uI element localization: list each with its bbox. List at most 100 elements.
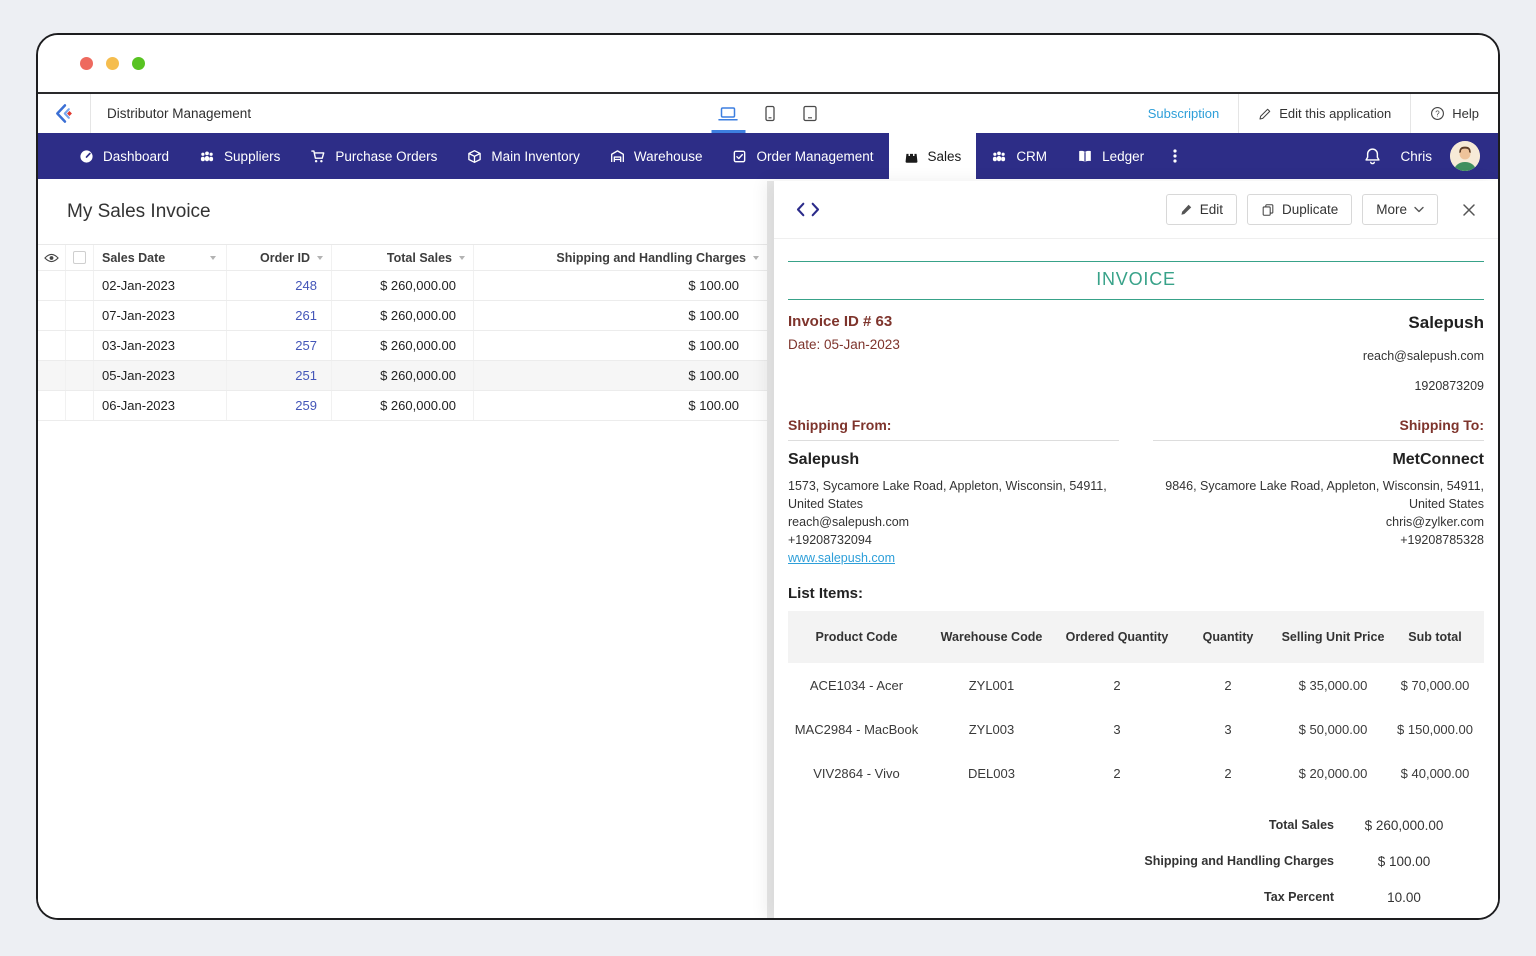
device-preview-switcher: [716, 94, 821, 133]
nav-item-ledger[interactable]: Ledger: [1062, 133, 1159, 179]
shipping-charges-cell: $ 100.00: [688, 308, 739, 323]
subscription-link[interactable]: Subscription: [1129, 94, 1239, 133]
order-id-link[interactable]: 251: [227, 361, 332, 390]
laptop-preview-button[interactable]: [716, 94, 741, 133]
column-header-shipping-charges[interactable]: Shipping and Handling Charges: [474, 245, 767, 270]
nav-item-crm[interactable]: CRM: [976, 133, 1062, 179]
line-items-header: Product Code Warehouse Code Ordered Quan…: [788, 611, 1484, 663]
help-icon: ?: [1431, 107, 1445, 120]
sub-total: $ 70,000.00: [1400, 677, 1470, 693]
window-zoom-button[interactable]: [132, 57, 145, 70]
row-checkbox-cell: [66, 391, 94, 420]
column-header-sales-date[interactable]: Sales Date: [94, 245, 227, 270]
page-title: My Sales Invoice: [67, 201, 211, 222]
nav-label: Dashboard: [103, 148, 170, 164]
shipping-charges-cell: $ 100.00: [688, 278, 739, 293]
total-value: $ 260,000.00: [1364, 817, 1444, 833]
order-id-link[interactable]: 257: [227, 331, 332, 360]
table-row-selected[interactable]: 05-Jan-2023 251 $ 260,000.00 $ 100.00: [38, 361, 767, 391]
table-row[interactable]: 02-Jan-2023 248 $ 260,000.00 $ 100.00: [38, 271, 767, 301]
invoice-table: Sales Date Order ID Total Sales Shipping…: [38, 244, 767, 421]
order-id-value: 248: [295, 278, 317, 293]
panel-divider: [767, 181, 774, 918]
table-row[interactable]: 07-Jan-2023 261 $ 260,000.00 $ 100.00: [38, 301, 767, 331]
invoice-id-block: Invoice ID # 63 Date: 05-Jan-2023: [788, 313, 900, 393]
chevron-right-icon[interactable]: [811, 202, 820, 217]
sales-invoice-report: My Sales Invoice Sales Date: [38, 181, 767, 918]
user-avatar[interactable]: [1450, 141, 1480, 171]
user-name[interactable]: Chris: [1400, 148, 1432, 164]
total-sales-cell: $ 260,000.00: [332, 361, 474, 390]
order-id-link[interactable]: 259: [227, 391, 332, 420]
notifications-button[interactable]: [1363, 147, 1382, 166]
nav-item-purchase-orders[interactable]: Purchase Orders: [295, 133, 452, 179]
item-column-selling-unit-price: Selling Unit Price: [1281, 630, 1385, 644]
warehouse-code: ZYL003: [968, 721, 1015, 737]
shipping-to-email: chris@zylker.com: [1385, 515, 1484, 529]
item-column-warehouse-code: Warehouse Code: [940, 630, 1043, 644]
row-gutter: [38, 361, 66, 390]
window-close-button[interactable]: [80, 57, 93, 70]
nav-item-main-inventory[interactable]: Main Inventory: [452, 133, 595, 179]
shipping-charges-cell: $ 100.00: [688, 368, 739, 383]
checkbox: [73, 251, 86, 264]
order-id-value: 257: [295, 338, 317, 353]
avatar-image: [1450, 141, 1480, 171]
total-label: Tax Percent: [1264, 890, 1334, 904]
nav-item-suppliers[interactable]: Suppliers: [184, 133, 295, 179]
company-name: Salepush: [1408, 313, 1484, 332]
show-hide-columns-button[interactable]: [38, 245, 66, 270]
column-header-order-id[interactable]: Order ID: [227, 245, 332, 270]
duplicate-button[interactable]: Duplicate: [1246, 194, 1353, 225]
item-column-ordered-quantity: Ordered Quantity: [1065, 630, 1169, 644]
select-all-checkbox[interactable]: [66, 245, 94, 270]
total-sales-cell: $ 260,000.00: [332, 301, 474, 330]
chevron-left-icon[interactable]: [796, 202, 805, 217]
order-id-value: 259: [295, 398, 317, 413]
invoice-id: Invoice ID # 63: [788, 313, 893, 330]
more-button[interactable]: More: [1362, 194, 1438, 225]
total-row-tax-amount: Tax Amount $ 26,000.00: [788, 915, 1484, 918]
total-sales-cell: $ 260,000.00: [332, 391, 474, 420]
nav-label: Ledger: [1102, 148, 1145, 164]
invoice-document: INVOICE Invoice ID # 63 Date: 05-Jan-202…: [774, 261, 1498, 918]
total-row-tax-percent: Tax Percent 10.00: [788, 879, 1484, 915]
shipping-from-website-link[interactable]: www.salepush.com: [788, 551, 895, 565]
nav-label: Main Inventory: [491, 148, 580, 164]
creator-logo[interactable]: [38, 94, 91, 133]
help-button[interactable]: ? Help: [1410, 94, 1498, 133]
mobile-icon: [765, 105, 775, 122]
nav-item-sales[interactable]: Sales: [888, 133, 977, 179]
quantity: 2: [1224, 677, 1232, 693]
shipping-from-block: Shipping From: Salepush 1573, Sycamore L…: [788, 417, 1119, 567]
navbar-right: Chris: [1363, 133, 1498, 179]
column-header-total-sales[interactable]: Total Sales: [332, 245, 474, 270]
nav-item-order-management[interactable]: Order Management: [717, 133, 888, 179]
nav-label: Order Management: [756, 148, 874, 164]
warehouse-code: ZYL001: [968, 677, 1015, 693]
tablet-preview-button[interactable]: [800, 94, 821, 133]
shipping-to-address1: 9846, Sycamore Lake Road, Appleton, Wisc…: [1165, 479, 1484, 493]
nav-overflow-button[interactable]: [1159, 133, 1191, 179]
table-row[interactable]: 06-Jan-2023 259 $ 260,000.00 $ 100.00: [38, 391, 767, 421]
ordered-quantity: 3: [1113, 721, 1121, 737]
invoice-rule-top: [788, 261, 1484, 262]
mobile-preview-button[interactable]: [761, 94, 780, 133]
row-checkbox-cell: [66, 361, 94, 390]
shipping-from-address1: 1573, Sycamore Lake Road, Appleton, Wisc…: [788, 479, 1107, 493]
order-id-link[interactable]: 261: [227, 301, 332, 330]
close-panel-button[interactable]: [1456, 199, 1482, 221]
shipping-from-name: Salepush: [788, 451, 860, 468]
pencil-icon: [1181, 204, 1191, 215]
nav-item-warehouse[interactable]: Warehouse: [595, 133, 718, 179]
edit-application-button[interactable]: Edit this application: [1238, 94, 1410, 133]
window-minimize-button[interactable]: [106, 57, 119, 70]
subscription-label: Subscription: [1147, 106, 1220, 121]
order-id-link[interactable]: 248: [227, 271, 332, 300]
suppliers-icon: [200, 150, 214, 161]
nav-item-dashboard[interactable]: Dashboard: [64, 133, 184, 179]
edit-button[interactable]: Edit: [1165, 194, 1237, 225]
table-row[interactable]: 03-Jan-2023 257 $ 260,000.00 $ 100.00: [38, 331, 767, 361]
table-header-row: Sales Date Order ID Total Sales Shipping…: [38, 244, 767, 271]
selling-unit-price: $ 35,000.00: [1298, 677, 1368, 693]
